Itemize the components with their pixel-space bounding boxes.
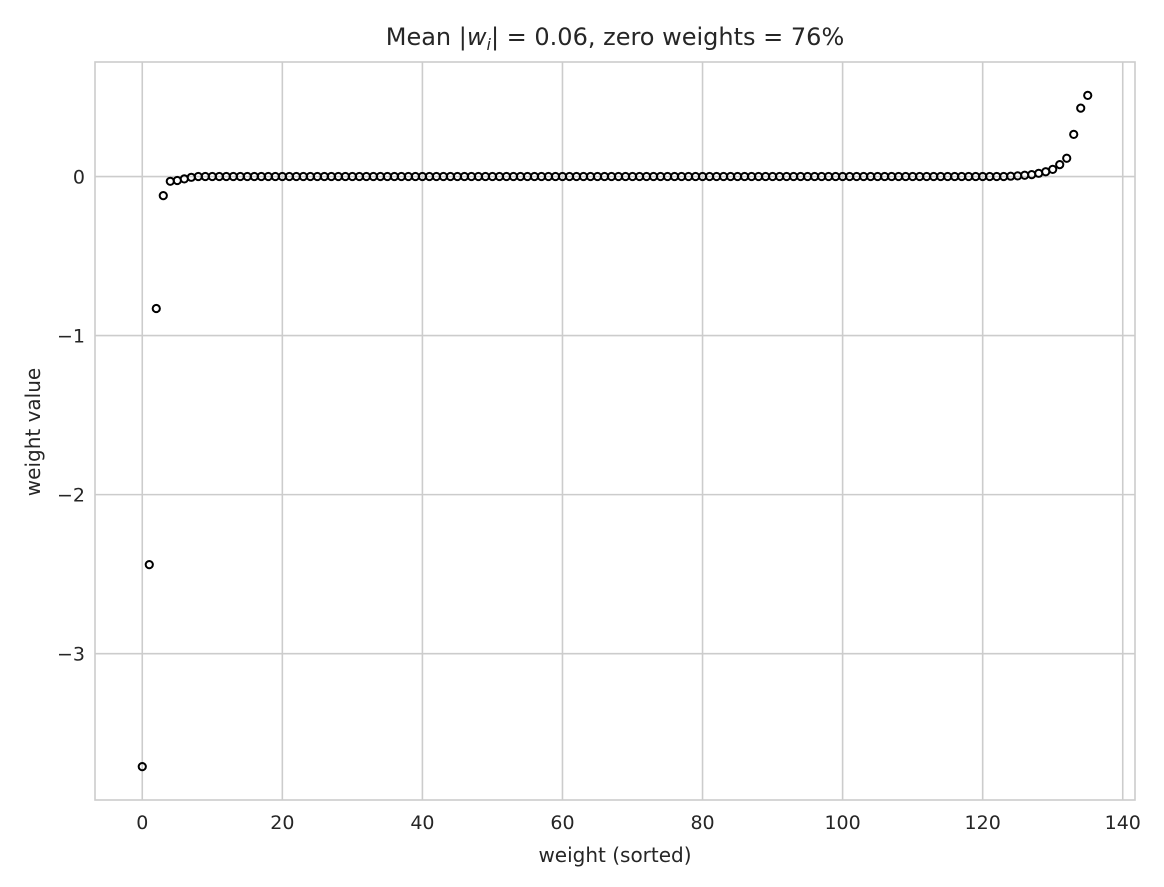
- data-point: [1048, 164, 1058, 174]
- data-point: [1069, 129, 1079, 139]
- x-tick-label: 40: [410, 812, 434, 834]
- x-tick-label: 0: [136, 812, 148, 834]
- x-tick-label: 60: [550, 812, 574, 834]
- data-point: [1083, 90, 1093, 101]
- x-tick-label: 120: [965, 812, 1001, 834]
- x-tick-label: 20: [270, 812, 294, 834]
- y-tick-label: −2: [57, 485, 85, 507]
- data-point: [137, 761, 147, 772]
- data-point: [1062, 153, 1072, 163]
- data-point: [1055, 159, 1065, 170]
- chart-title: Mean |wi| = 0.06, zero weights = 76%: [386, 23, 845, 54]
- grid-lines: [95, 62, 1135, 800]
- x-axis-label: weight (sorted): [538, 843, 691, 867]
- y-tick-label: −1: [57, 326, 85, 348]
- plot-frame: [94, 61, 1136, 801]
- y-tick-labels: −3 −2 −1 0: [57, 167, 85, 666]
- data-point: [144, 560, 154, 570]
- data-point: [158, 191, 168, 201]
- x-tick-label: 140: [1105, 812, 1141, 834]
- y-tick-label: 0: [73, 167, 85, 189]
- data-point: [151, 303, 161, 314]
- x-tick-label: 100: [824, 812, 860, 834]
- x-tick-label: 80: [690, 812, 714, 834]
- y-tick-label: −3: [57, 644, 85, 666]
- data-point: [1076, 103, 1086, 113]
- y-axis-label: weight value: [21, 368, 45, 496]
- data-points: [137, 90, 1093, 772]
- x-tick-labels: 0 20 40 60 80 100 120 140: [136, 812, 1141, 834]
